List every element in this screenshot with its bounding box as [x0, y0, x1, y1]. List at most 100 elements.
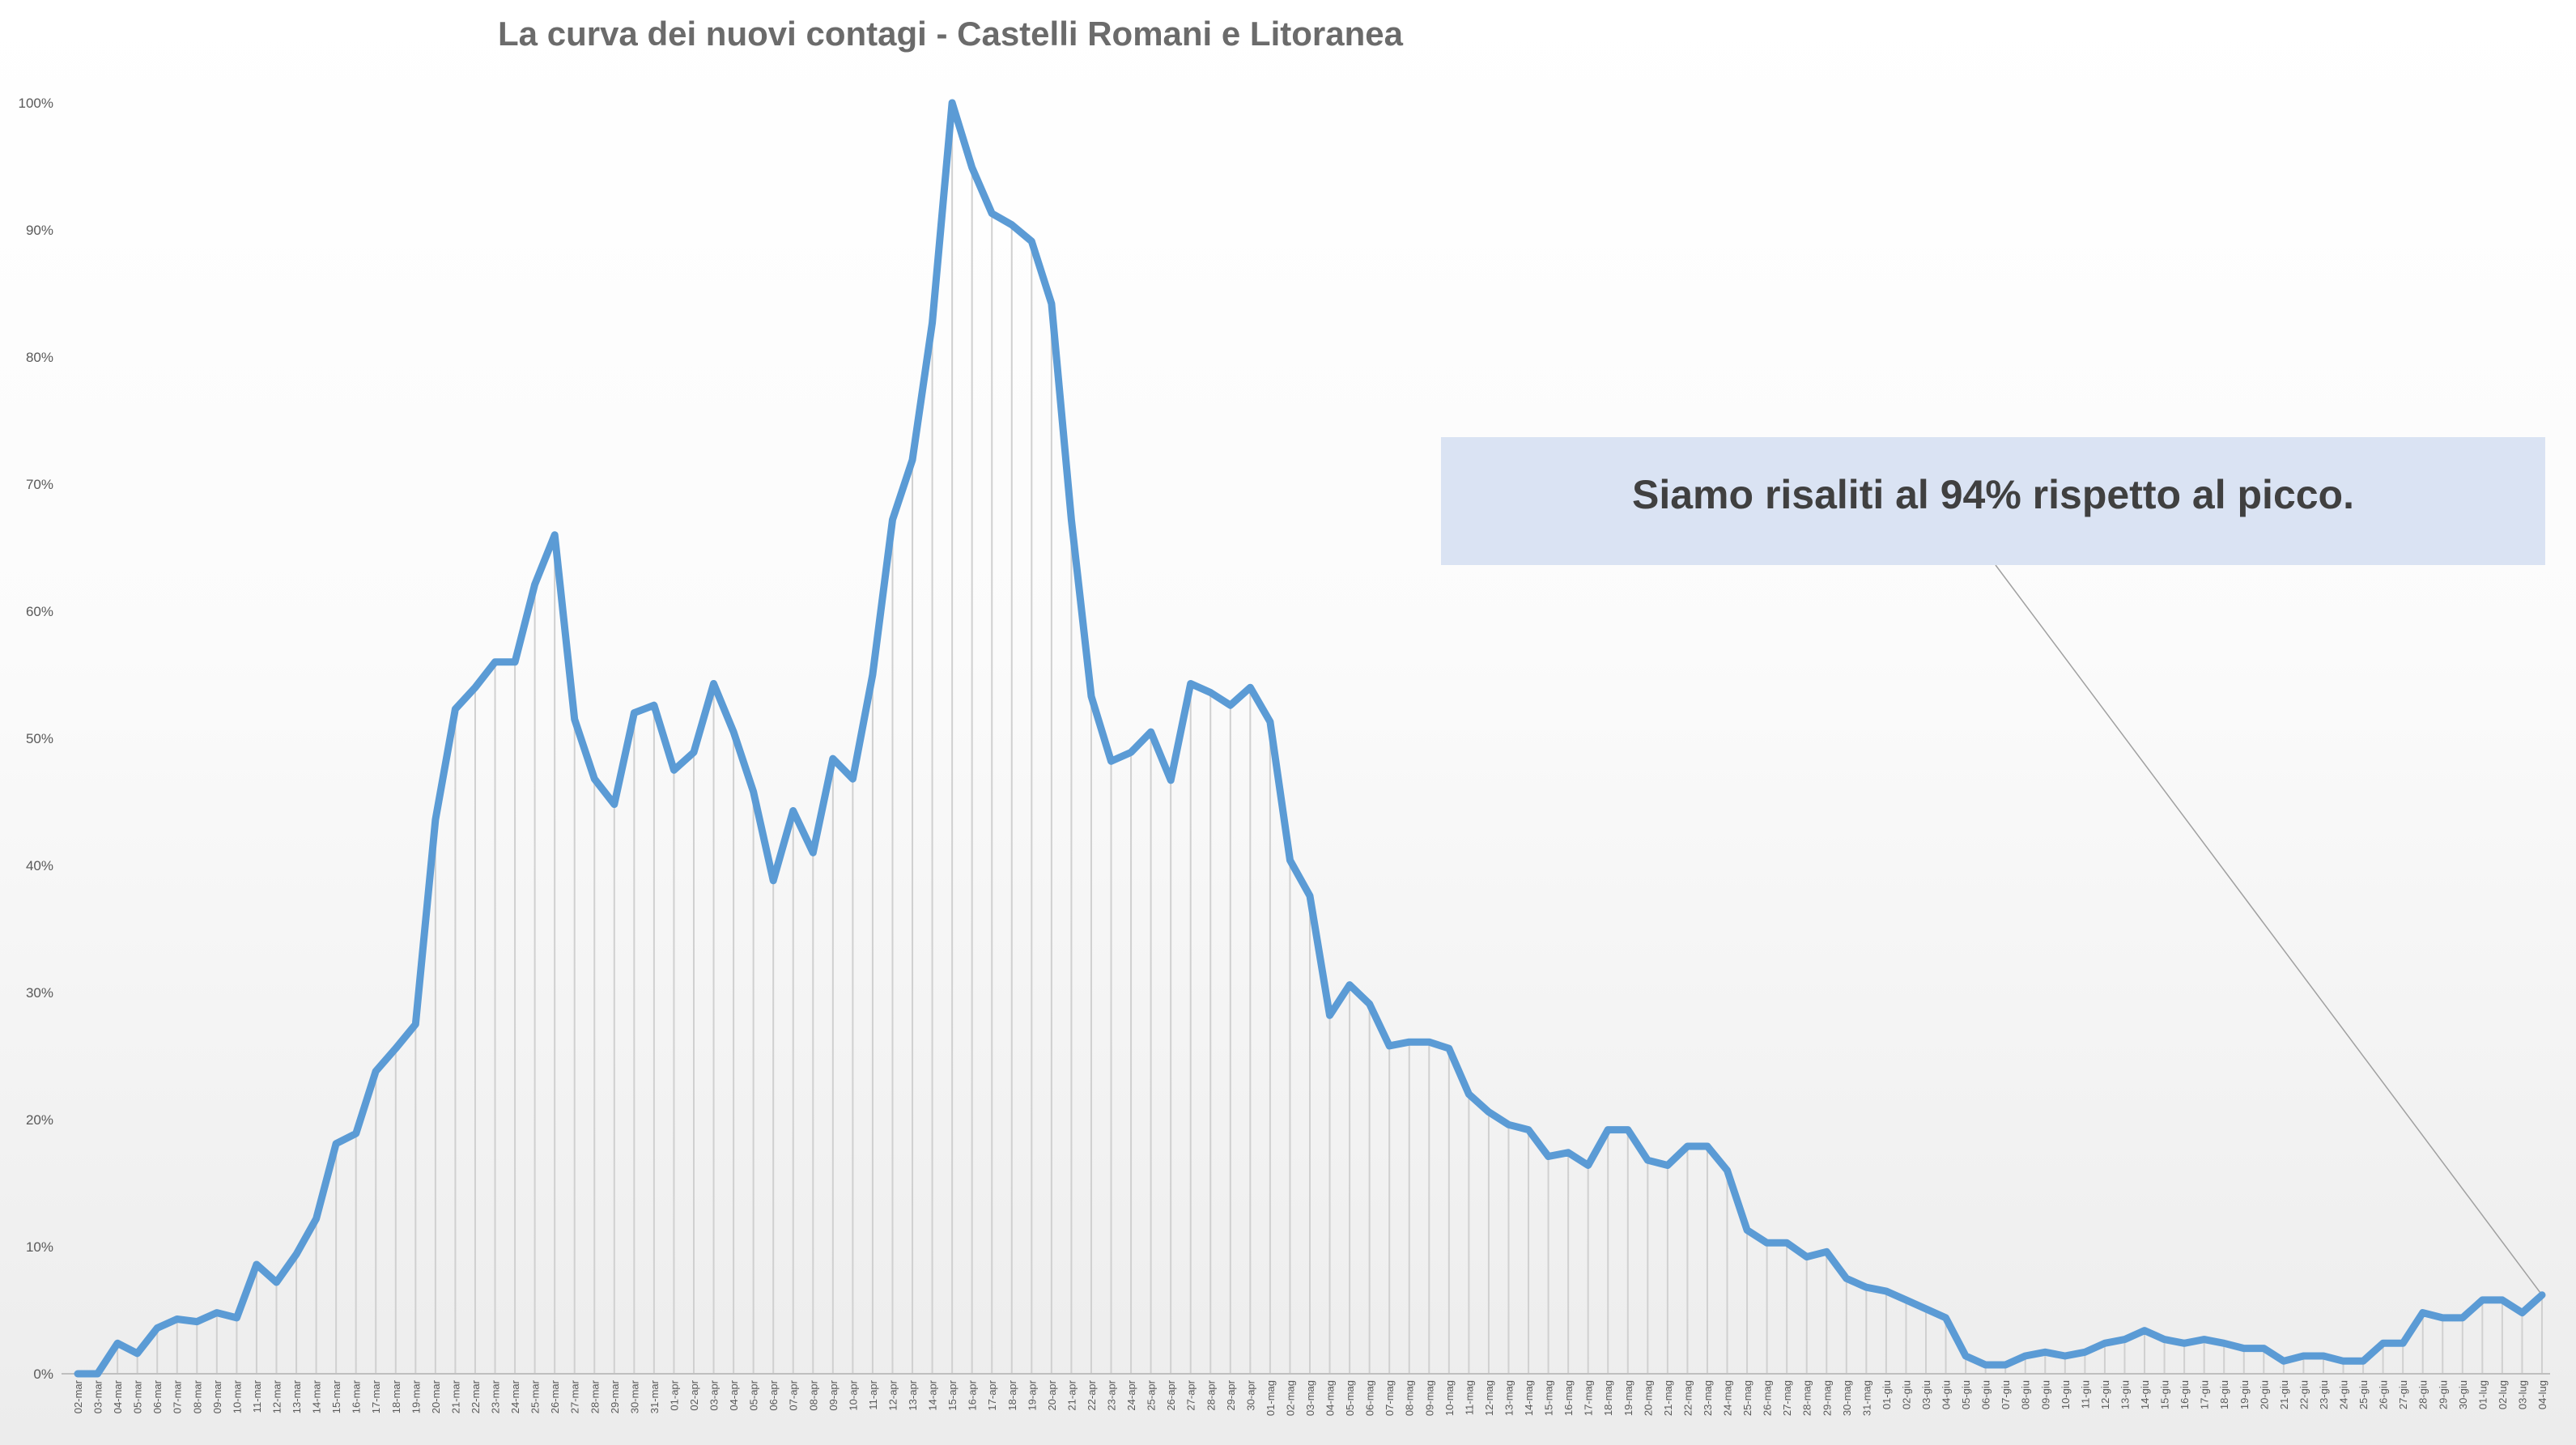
x-tick-label: 15-apr	[946, 1379, 959, 1410]
x-tick-label: 06-mag	[1364, 1380, 1376, 1416]
callout-box: Siamo risaliti al 94% rispetto al picco.	[1441, 437, 2545, 565]
x-tick-label: 28-apr	[1205, 1379, 1217, 1410]
x-tick-label: 27-mar	[569, 1379, 581, 1413]
x-tick-label: 01-mag	[1265, 1380, 1277, 1416]
x-tick-label: 12-giu	[2099, 1380, 2111, 1409]
x-tick-label: 05-mar	[132, 1379, 144, 1413]
x-tick-label: 28-giu	[2417, 1380, 2429, 1409]
x-tick-label: 12-mar	[270, 1379, 283, 1413]
x-tick-label: 13-apr	[907, 1379, 919, 1410]
x-tick-label: 02-lug	[2497, 1380, 2509, 1409]
x-tick-label: 03-giu	[1920, 1380, 1932, 1409]
x-tick-label: 09-apr	[827, 1379, 840, 1410]
x-tick-label: 15-giu	[2159, 1380, 2171, 1409]
x-tick-label: 01-lug	[2476, 1380, 2489, 1409]
x-tick-label: 15-mar	[330, 1379, 342, 1413]
x-tick-label: 16-apr	[967, 1379, 979, 1410]
chart-title: La curva dei nuovi contagi - Castelli Ro…	[498, 15, 1403, 53]
x-tick-label: 08-giu	[2020, 1380, 2032, 1409]
x-tick-label: 12-mag	[1483, 1380, 1495, 1416]
x-tick-label: 17-mar	[370, 1379, 382, 1413]
x-tick-label: 05-apr	[748, 1379, 760, 1410]
x-tick-label: 03-mar	[92, 1379, 104, 1413]
x-tick-label: 09-mar	[211, 1379, 223, 1413]
x-tick-label: 23-giu	[2318, 1380, 2330, 1409]
x-tick-label: 13-mar	[291, 1379, 303, 1413]
x-tick-label: 05-giu	[1960, 1380, 1972, 1409]
x-tick-label: 19-mar	[410, 1379, 422, 1413]
x-tick-label: 09-giu	[2039, 1380, 2051, 1409]
x-tick-label: 16-mag	[1562, 1380, 1575, 1416]
x-tick-label: 26-mag	[1762, 1380, 1774, 1416]
y-tick-label: 70%	[26, 477, 53, 492]
x-tick-label: 21-apr	[1065, 1379, 1078, 1410]
x-tick-label: 03-lug	[2516, 1380, 2528, 1409]
x-tick-label: 12-apr	[886, 1379, 899, 1410]
x-tick-label: 19-mag	[1622, 1380, 1634, 1416]
x-tick-label: 14-giu	[2139, 1380, 2151, 1409]
x-tick-label: 14-apr	[927, 1379, 939, 1410]
x-tick-label: 25-mag	[1741, 1380, 1753, 1416]
x-tick-label: 31-mar	[648, 1379, 661, 1413]
x-tick-label: 11-mar	[251, 1379, 263, 1413]
x-tick-label: 28-mag	[1801, 1380, 1813, 1416]
x-tick-label: 20-apr	[1046, 1379, 1058, 1410]
x-tick-label: 27-mag	[1781, 1380, 1793, 1416]
x-tick-label: 16-mar	[351, 1379, 363, 1413]
x-tick-label: 04-giu	[1941, 1380, 1953, 1409]
x-tick-label: 03-mag	[1304, 1380, 1316, 1416]
x-tick-label: 02-mag	[1284, 1380, 1296, 1416]
x-tick-label: 17-mag	[1583, 1380, 1595, 1416]
x-tick-label: 31-mag	[1860, 1380, 1872, 1416]
x-tick-label: 20-mar	[430, 1379, 442, 1413]
x-tick-label: 29-mag	[1821, 1380, 1833, 1416]
series-line	[74, 99, 2546, 1378]
x-tick-label: 04-mar	[112, 1379, 124, 1413]
x-tick-label: 27-apr	[1185, 1379, 1197, 1410]
x-tick-label: 04-lug	[2536, 1380, 2548, 1409]
x-tick-label: 20-mag	[1642, 1380, 1654, 1416]
x-tick-label: 09-mag	[1423, 1380, 1435, 1416]
x-tick-label: 18-mag	[1602, 1380, 1614, 1416]
x-tick-label: 04-mag	[1324, 1380, 1337, 1416]
callout-leader-line	[1995, 564, 2543, 1296]
x-tick-label: 01-apr	[668, 1379, 680, 1410]
x-tick-label: 23-mag	[1702, 1380, 1714, 1416]
y-tick-label: 90%	[26, 223, 53, 238]
x-tick-label: 22-mar	[470, 1379, 482, 1413]
x-tick-label: 21-mag	[1662, 1380, 1674, 1416]
y-tick-label: 10%	[26, 1239, 53, 1255]
x-tick-label: 15-mag	[1543, 1380, 1555, 1416]
x-tick-label: 29-mar	[609, 1379, 621, 1413]
x-tick-label: 30-apr	[1244, 1379, 1256, 1410]
x-tick-label: 18-apr	[1006, 1379, 1018, 1410]
y-tick-label: 60%	[26, 604, 53, 619]
x-tick-label: 06-apr	[767, 1379, 780, 1410]
callout-text: Siamo risaliti al 94% rispetto al picco.	[1632, 472, 2354, 517]
x-tick-label: 18-mar	[390, 1379, 402, 1413]
x-tick-label: 07-mag	[1384, 1380, 1396, 1416]
x-tick-label: 06-mar	[151, 1379, 164, 1413]
x-tick-label: 14-mag	[1523, 1380, 1535, 1416]
x-tick-label: 27-giu	[2397, 1380, 2409, 1409]
x-tick-label: 04-apr	[728, 1379, 740, 1410]
x-tick-label: 25-giu	[2357, 1380, 2370, 1409]
x-tick-label: 22-mag	[1681, 1380, 1694, 1416]
x-tick-label: 29-giu	[2437, 1380, 2449, 1409]
x-tick-label: 20-giu	[2258, 1380, 2270, 1409]
x-tick-label: 10-giu	[2060, 1380, 2072, 1409]
drop-lines	[117, 103, 2543, 1374]
x-tick-label: 19-giu	[2238, 1380, 2251, 1409]
x-tick-label: 24-apr	[1125, 1379, 1137, 1410]
x-tick-label: 22-apr	[1086, 1379, 1098, 1410]
y-tick-label: 0%	[33, 1366, 53, 1382]
x-tick-label: 08-mar	[191, 1379, 203, 1413]
x-tick-label: 26-mar	[549, 1379, 561, 1413]
y-tick-label: 100%	[19, 96, 53, 111]
y-tick-label: 80%	[26, 350, 53, 365]
x-tick-label: 21-giu	[2278, 1380, 2290, 1409]
x-tick-label: 17-apr	[986, 1379, 998, 1410]
x-tick-label: 29-apr	[1225, 1379, 1237, 1410]
x-tick-label: 03-apr	[708, 1379, 721, 1410]
